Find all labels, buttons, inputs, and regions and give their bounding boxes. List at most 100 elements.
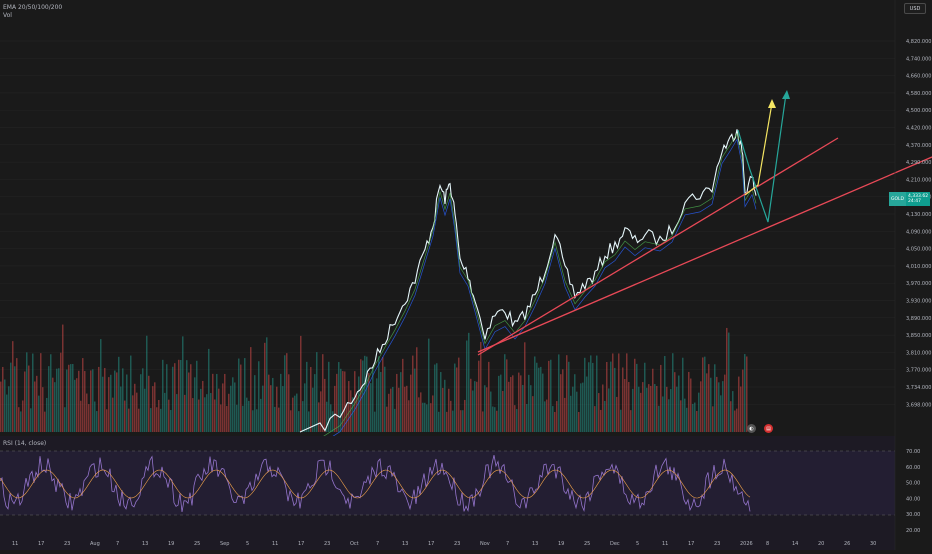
volume-bar — [394, 408, 396, 432]
volume-bar — [740, 386, 742, 432]
volume-bar — [670, 389, 672, 432]
price-axis-label: 4,660.000 — [906, 74, 931, 80]
volume-bar — [626, 353, 628, 432]
volume-bar — [276, 386, 278, 432]
volume-bar — [64, 407, 66, 432]
volume-bar — [570, 395, 572, 432]
volume-bar — [422, 402, 424, 432]
time-axis-label: 7 — [376, 541, 379, 547]
volume-bar — [6, 394, 8, 432]
volume-bar — [462, 410, 464, 432]
volume-bar — [382, 357, 384, 432]
volume-bar — [138, 408, 140, 432]
volume-bar — [126, 374, 128, 432]
volume-bar — [424, 402, 426, 432]
symbol-label: GOLD — [889, 192, 907, 206]
volume-bar — [172, 366, 174, 432]
volume-bar — [506, 359, 508, 432]
volume-bar — [110, 374, 112, 432]
volume-bar — [566, 355, 568, 432]
volume-bar — [374, 411, 376, 432]
volume-bar — [656, 385, 658, 432]
volume-bar — [176, 394, 178, 432]
rsi-indicator-label[interactable]: RSI (14, close) — [3, 440, 47, 447]
time-axis-label: 25 — [584, 541, 590, 547]
volume-bar — [540, 366, 542, 432]
time-axis-label: 26 — [844, 541, 850, 547]
rsi-axis-label: 40.00 — [906, 496, 920, 502]
volume-bar — [706, 373, 708, 432]
volume-bar — [710, 377, 712, 432]
grid — [0, 40, 895, 405]
volume-bar — [426, 404, 428, 432]
volume-bar — [632, 388, 634, 432]
volume-bar — [630, 410, 632, 432]
volume-bar — [378, 356, 380, 432]
volume-bar — [166, 364, 168, 432]
volume-bar — [354, 371, 356, 432]
volume-bar — [94, 401, 96, 432]
price-axis-label: 4,420.000 — [906, 126, 931, 132]
volume-bar — [40, 353, 42, 432]
volume-bar — [538, 367, 540, 432]
price-axis-label: 4,050.000 — [906, 247, 931, 253]
volume-bar — [620, 409, 622, 432]
volume-bar — [460, 410, 462, 432]
volume-bar — [686, 407, 688, 432]
volume-bar — [432, 395, 434, 432]
currency-button[interactable]: USD — [904, 3, 926, 14]
volume-bar — [180, 359, 182, 432]
volume-bar — [80, 400, 82, 432]
volume-bar — [674, 372, 676, 432]
time-axis-label: 13 — [402, 541, 408, 547]
volume-bar — [542, 373, 544, 432]
volume-bar — [716, 376, 718, 432]
volume-bar — [20, 411, 22, 432]
volume-bar — [248, 400, 250, 432]
volume-bar — [8, 386, 10, 432]
volume-bar — [36, 375, 38, 432]
volume-bar — [624, 379, 626, 432]
ema-indicator-label[interactable]: EMA 20/50/100/200 — [3, 4, 63, 11]
volume-bar — [122, 368, 124, 432]
volume-bar — [184, 394, 186, 432]
volume-bar — [274, 406, 276, 432]
volume-bar — [692, 403, 694, 432]
volume-bar — [700, 381, 702, 432]
time-axis-label: 13 — [532, 541, 538, 547]
volume-bar — [212, 373, 214, 432]
volume-bar — [144, 388, 146, 432]
volume-bar — [508, 381, 510, 432]
volume-bar — [584, 357, 586, 432]
volume-bar — [404, 386, 406, 432]
volume-bar — [308, 411, 310, 432]
flag-event-icon[interactable]: ▤ — [764, 424, 773, 433]
dividend-icon[interactable]: ◐ — [747, 424, 756, 433]
volume-bar — [390, 388, 392, 432]
volume-bar — [352, 397, 354, 432]
volume-bar — [296, 393, 298, 432]
volume-bar — [742, 369, 744, 432]
volume-bar — [408, 400, 410, 432]
volume-bar — [660, 364, 662, 432]
volume-bar — [380, 371, 382, 432]
volume-bar — [446, 411, 448, 432]
volume-bar — [550, 359, 552, 432]
time-axis-label: 19 — [168, 541, 174, 547]
price-axis-label: 4,370.000 — [906, 143, 931, 149]
volume-bar — [440, 372, 442, 432]
time-axis-label: Oct — [350, 541, 359, 547]
volume-bar — [708, 364, 710, 432]
volume-indicator-label[interactable]: Vol — [3, 12, 12, 19]
volume-bar — [640, 392, 642, 432]
volume-bar — [448, 388, 450, 432]
volume-bar — [702, 357, 704, 432]
volume-bar — [290, 410, 292, 432]
volume-bar — [60, 352, 62, 432]
volume-bar — [360, 359, 362, 432]
volume-bar — [224, 373, 226, 432]
volume-bar — [534, 356, 536, 432]
volume-bar — [198, 399, 200, 432]
